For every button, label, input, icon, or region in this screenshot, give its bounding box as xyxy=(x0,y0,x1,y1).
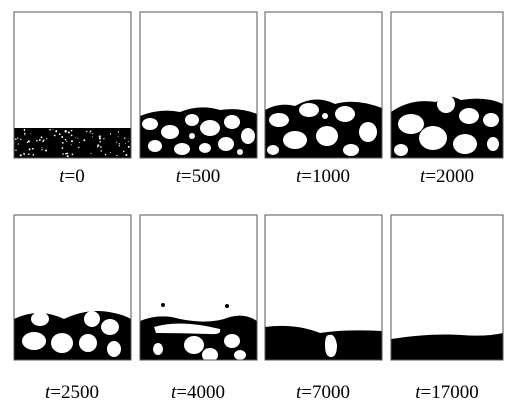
time-value: =1000 xyxy=(301,166,350,187)
panel-label: t=17000 xyxy=(415,382,479,403)
panel-label: t=0 xyxy=(59,166,85,187)
time-value: =2000 xyxy=(425,166,474,187)
panel xyxy=(139,11,258,159)
time-value: =0 xyxy=(65,166,85,187)
time-symbol: t xyxy=(415,382,421,403)
panel xyxy=(390,11,504,159)
time-symbol: t xyxy=(420,166,426,187)
time-symbol: t xyxy=(171,382,177,403)
time-value: =500 xyxy=(181,166,220,187)
time-symbol: t xyxy=(59,166,65,187)
panel-label: t=2500 xyxy=(45,382,99,403)
panel xyxy=(264,214,383,361)
panel-label: t=4000 xyxy=(171,382,225,403)
time-value: =4000 xyxy=(176,382,225,403)
panel-label: t=2000 xyxy=(420,166,474,187)
panel-label: t=1000 xyxy=(296,166,350,187)
time-value: =17000 xyxy=(421,382,479,403)
panel xyxy=(139,214,258,361)
time-value: =2500 xyxy=(50,382,99,403)
panel-label: t=7000 xyxy=(296,382,350,403)
panel xyxy=(13,214,132,361)
time-symbol: t xyxy=(45,382,51,403)
time-symbol: t xyxy=(296,166,302,187)
time-symbol: t xyxy=(176,166,182,187)
time-value: =7000 xyxy=(301,382,350,403)
time-symbol: t xyxy=(296,382,302,403)
panel-label: t=500 xyxy=(176,166,221,187)
panel xyxy=(264,11,383,159)
panel xyxy=(13,11,132,159)
panel xyxy=(390,214,504,361)
